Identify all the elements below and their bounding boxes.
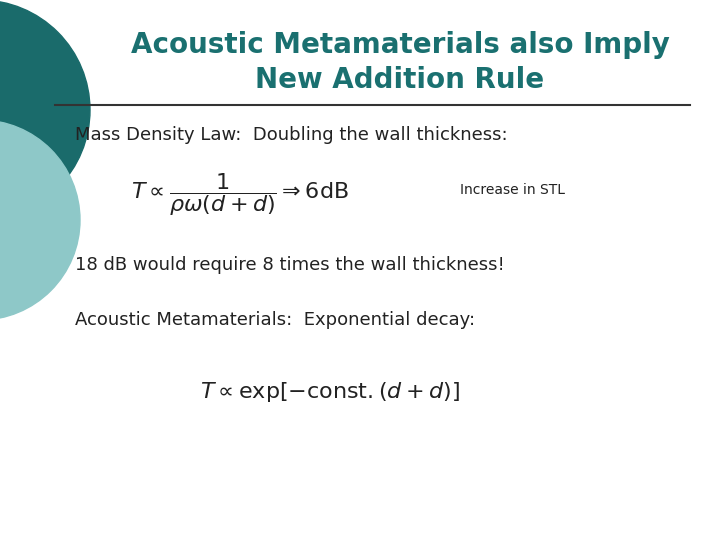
- Text: Increase in STL: Increase in STL: [460, 183, 565, 197]
- Circle shape: [0, 0, 90, 220]
- Text: Mass Density Law:  Doubling the wall thickness:: Mass Density Law: Doubling the wall thic…: [75, 126, 508, 144]
- Circle shape: [0, 120, 80, 320]
- Text: Acoustic Metamaterials:  Exponential decay:: Acoustic Metamaterials: Exponential deca…: [75, 311, 475, 329]
- Text: $T \propto \exp\!\left[-\mathrm{const.}(d+d)\right]$: $T \propto \exp\!\left[-\mathrm{const.}(…: [200, 380, 460, 404]
- Text: $T \propto \dfrac{1}{\rho\omega(d+d)} \Rightarrow 6\mathrm{dB}$: $T \propto \dfrac{1}{\rho\omega(d+d)} \R…: [131, 172, 349, 219]
- Text: 18 dB would require 8 times the wall thickness!: 18 dB would require 8 times the wall thi…: [75, 256, 505, 274]
- Text: Acoustic Metamaterials also Imply: Acoustic Metamaterials also Imply: [130, 31, 670, 59]
- Text: New Addition Rule: New Addition Rule: [256, 66, 544, 94]
